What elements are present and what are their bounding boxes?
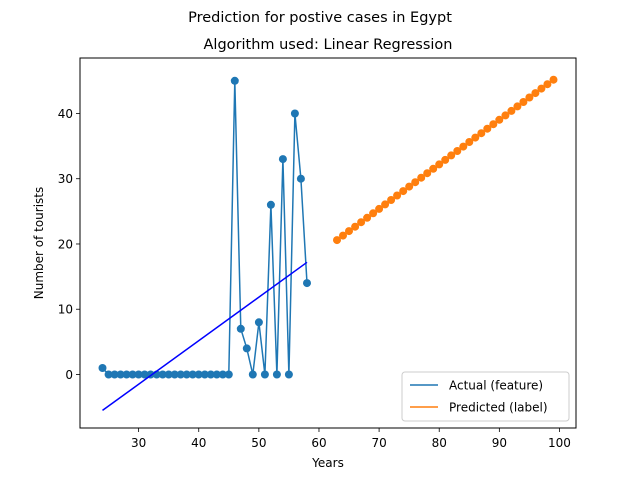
data-point-0-20 <box>218 370 227 379</box>
data-point-1-32 <box>525 93 534 102</box>
data-point-1-16 <box>429 164 438 173</box>
data-point-1-24 <box>477 129 486 138</box>
data-point-0-17 <box>200 370 209 379</box>
data-point-0-15 <box>188 370 197 379</box>
data-point-1-14 <box>417 173 426 182</box>
data-point-0-16 <box>194 370 203 379</box>
data-point-0-23 <box>236 324 245 333</box>
legend: Actual (feature) Predicted (label) <box>401 371 570 422</box>
data-point-0-26 <box>254 318 263 327</box>
data-point-1-25 <box>483 124 492 133</box>
x-tick-label: 50 <box>251 436 266 450</box>
x-axis-label: Years <box>311 456 344 470</box>
data-point-0-30 <box>278 155 287 164</box>
data-point-0-0 <box>98 364 107 372</box>
data-point-1-27 <box>495 115 504 124</box>
x-tick-label: 80 <box>432 436 447 450</box>
data-point-0-4 <box>122 370 131 379</box>
legend-label-actual: Actual (feature) <box>449 379 543 393</box>
data-point-0-14 <box>182 370 191 379</box>
data-point-1-6 <box>369 209 378 218</box>
data-point-0-34 <box>303 279 311 288</box>
y-tick-label: 10 <box>58 303 73 317</box>
data-point-0-1 <box>104 370 113 379</box>
data-point-1-17 <box>435 160 444 169</box>
data-point-0-19 <box>212 370 221 379</box>
legend-label-predicted: Predicted (label) <box>449 401 548 415</box>
data-point-1-7 <box>375 204 384 213</box>
data-point-0-3 <box>116 370 125 379</box>
data-point-1-3 <box>351 222 360 231</box>
chart-suptitle: Prediction for postive cases in Egypt <box>188 10 452 26</box>
data-point-0-2 <box>110 370 119 379</box>
data-point-1-18 <box>441 155 450 164</box>
data-point-0-24 <box>242 344 251 353</box>
x-tick-label: 70 <box>371 436 386 450</box>
data-point-1-20 <box>453 147 462 155</box>
data-point-1-31 <box>519 98 528 106</box>
data-point-1-35 <box>543 80 552 89</box>
data-point-1-28 <box>501 111 510 120</box>
data-point-0-13 <box>176 370 185 379</box>
data-point-0-6 <box>134 370 143 379</box>
data-point-0-11 <box>164 370 173 379</box>
data-point-1-34 <box>537 84 546 93</box>
data-point-1-2 <box>345 227 353 236</box>
regression-line <box>102 261 308 412</box>
data-point-1-21 <box>459 142 468 151</box>
data-point-0-7 <box>140 370 149 379</box>
data-point-1-12 <box>405 182 414 191</box>
plot-area <box>98 75 558 412</box>
data-point-0-21 <box>224 370 233 379</box>
x-tick-label: 40 <box>191 436 206 450</box>
data-point-0-10 <box>158 370 167 379</box>
x-tick-label: 100 <box>548 436 571 450</box>
data-point-1-22 <box>465 138 474 146</box>
data-point-1-5 <box>363 213 372 222</box>
data-point-0-32 <box>290 109 299 118</box>
data-point-0-31 <box>284 370 293 379</box>
data-point-1-10 <box>393 191 402 200</box>
x-tick-label: 60 <box>311 436 326 450</box>
axes-frame <box>79 57 577 429</box>
data-point-0-29 <box>272 370 281 379</box>
data-point-1-30 <box>513 102 522 111</box>
data-point-1-15 <box>423 169 432 178</box>
data-point-1-4 <box>357 218 366 227</box>
data-point-1-0 <box>333 236 341 245</box>
data-point-1-36 <box>549 75 558 84</box>
data-point-0-12 <box>170 370 179 379</box>
chart-title: Algorithm used: Linear Regression <box>204 37 453 53</box>
data-point-1-23 <box>471 133 480 142</box>
data-point-1-11 <box>399 187 408 196</box>
data-point-1-33 <box>531 89 540 98</box>
x-tick-label: 90 <box>492 436 507 450</box>
data-point-0-27 <box>260 370 269 379</box>
data-point-1-1 <box>339 231 347 240</box>
data-point-0-28 <box>266 200 275 209</box>
data-point-0-33 <box>296 174 305 183</box>
x-tick-label: 30 <box>131 436 146 450</box>
data-point-0-22 <box>230 76 239 85</box>
y-tick-label: 0 <box>65 368 73 382</box>
data-point-0-5 <box>128 370 137 379</box>
y-axis-ticks: 0 10 20 30 40 <box>58 107 80 382</box>
x-axis-ticks: 30 40 50 60 70 80 90 100 <box>131 428 571 450</box>
y-tick-label: 40 <box>58 107 73 121</box>
y-tick-label: 20 <box>58 237 73 251</box>
y-axis-label: Number of tourists <box>32 187 46 300</box>
y-tick-label: 30 <box>58 172 73 186</box>
data-point-1-9 <box>387 196 396 204</box>
data-point-1-26 <box>489 120 498 129</box>
legend-box <box>401 371 570 422</box>
data-point-1-8 <box>381 200 390 209</box>
data-point-1-13 <box>411 178 420 187</box>
data-point-1-19 <box>447 151 456 160</box>
data-point-0-18 <box>206 370 215 379</box>
data-point-1-29 <box>507 106 516 115</box>
data-point-0-25 <box>248 370 257 379</box>
